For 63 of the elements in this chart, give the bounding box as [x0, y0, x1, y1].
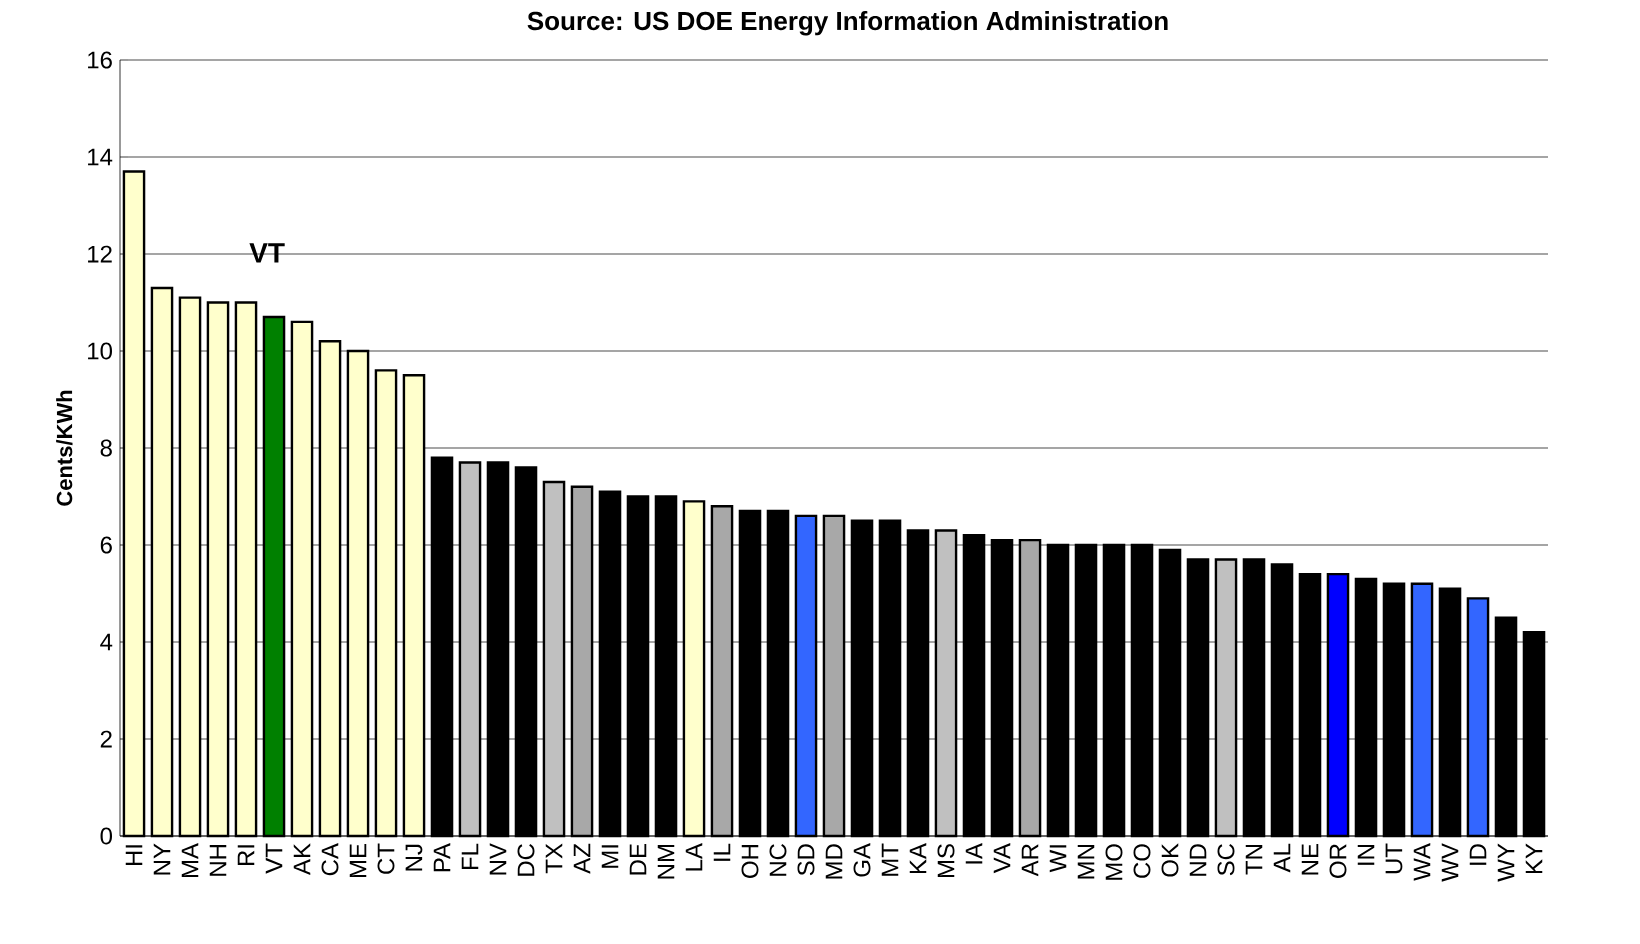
x-tick-label: MD [825, 844, 843, 879]
x-tick-label: CT [377, 843, 395, 874]
y-tick-label: 16 [88, 51, 112, 69]
x-tick-label: IN [1357, 845, 1375, 865]
y-tick-label: 10 [88, 342, 113, 360]
x-tick-label: MO [1105, 844, 1123, 880]
x-tick-label: VA [993, 843, 1011, 874]
x-tick-label: MN [1077, 845, 1095, 879]
x-tick-label: WY [1497, 843, 1515, 882]
x-tick-label: MA [181, 843, 199, 878]
y-tick-label: 12 [88, 245, 112, 263]
x-tick-label: DE [629, 844, 647, 875]
x-tick-label: WA [1413, 843, 1431, 881]
x-tick-label: KA [909, 843, 927, 874]
x-tick-label: NY [153, 843, 171, 875]
x-tick-label: AL [1273, 843, 1291, 873]
x-tick-label: OK [1161, 843, 1179, 877]
x-tick-label: HI [125, 845, 143, 866]
x-tick-label: GA [853, 843, 871, 877]
x-tick-label: ME [349, 844, 367, 878]
x-tick-label: OR [1329, 844, 1347, 878]
x-tick-label: NC [769, 844, 787, 876]
y-tick-label: 6 [100, 536, 112, 554]
x-tick-label: VT [265, 843, 283, 874]
x-tick-label: OH [741, 845, 759, 878]
x-tick-label: MI [601, 845, 619, 868]
x-tick-label: KY [1525, 843, 1543, 874]
annotation: VT [249, 243, 285, 263]
x-tick-label: NH [209, 845, 227, 876]
x-tick-label: NJ [405, 844, 423, 871]
x-tick-label: ND [1189, 844, 1207, 876]
x-tick-label: FL [461, 843, 479, 870]
x-tick-label: RI [237, 845, 255, 866]
x-tick-label: CO [1133, 844, 1151, 878]
x-tick-label: IA [965, 843, 983, 864]
x-tick-label: AK [293, 843, 311, 876]
x-tick-label: PA [433, 843, 451, 872]
y-tick-label: 8 [100, 439, 112, 457]
y-tick-label: 2 [100, 730, 112, 748]
x-tick-label: ID [1469, 844, 1487, 865]
x-tick-label: TN [1245, 845, 1263, 875]
x-tick-label: AR [1021, 844, 1039, 877]
y-axis-title: Cents/KWh [56, 390, 73, 506]
x-tick-label: MT [881, 843, 899, 876]
y-tick-label: 14 [88, 148, 113, 166]
x-tick-label: AZ [573, 843, 591, 874]
x-tick-label: IL [713, 843, 731, 861]
x-tick-label: NE [1301, 844, 1319, 875]
chart-title: Source: US DOE Energy Information Administration [527, 11, 1168, 36]
x-tick-label: LA [685, 843, 703, 871]
x-tick-label: TX [545, 843, 563, 874]
x-tick-label: CA [321, 843, 339, 876]
x-tick-label: MS [937, 844, 955, 878]
x-tick-label: DC [517, 844, 535, 876]
x-tick-label: UT [1385, 843, 1403, 874]
x-tick-label: NV [489, 843, 507, 875]
x-tick-label: NM [657, 845, 675, 879]
x-tick-label: SD [797, 844, 815, 876]
x-tick-label: WV [1441, 843, 1459, 882]
y-tick-label: 0 [100, 827, 113, 845]
y-tick-label: 4 [100, 633, 113, 651]
x-tick-label: WI [1049, 845, 1067, 873]
x-tick-label: SC [1217, 843, 1235, 876]
